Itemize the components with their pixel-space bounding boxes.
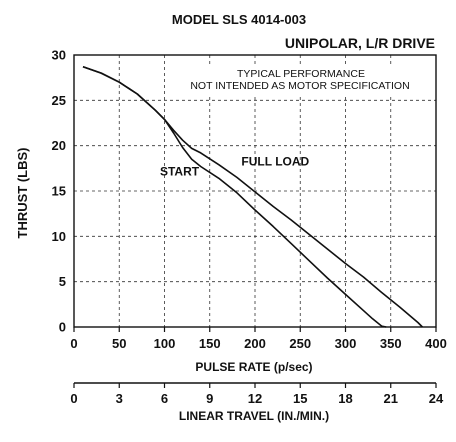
x-tick-label: 200 xyxy=(244,336,266,351)
plot-frame xyxy=(73,54,437,328)
linear-travel-axis: 0 3 6 9 12 15 18 21 24 xyxy=(70,382,444,406)
x-tick-label: 250 xyxy=(289,336,311,351)
axes xyxy=(73,54,437,332)
x-axis-label: PULSE RATE (p/sec) xyxy=(195,360,312,374)
note-line-2: NOT INTENDED AS MOTOR SPECIFICATION xyxy=(190,80,409,92)
y-axis-label: THRUST (LBS) xyxy=(15,148,30,239)
y-tick-label: 20 xyxy=(52,138,66,153)
x-tick-label: 0 xyxy=(70,336,77,351)
y-tick-label: 15 xyxy=(52,184,66,199)
y-tick-label: 25 xyxy=(52,93,66,108)
chart-title: MODEL SLS 4014-003 xyxy=(172,12,306,27)
series-line-start xyxy=(82,66,387,328)
x-tick-label: 100 xyxy=(154,336,176,351)
annotation-full-load: FULL LOAD xyxy=(241,155,309,169)
x2-tick-label: 21 xyxy=(384,391,398,406)
y-tick-label: 0 xyxy=(59,320,66,335)
x2-tick-label: 3 xyxy=(116,391,123,406)
y-tick-label: 5 xyxy=(59,274,66,289)
x2-tick-label: 9 xyxy=(206,391,213,406)
x2-tick-label: 0 xyxy=(70,391,77,406)
x-tick-label: 400 xyxy=(425,336,447,351)
annotation-start: START xyxy=(160,165,200,179)
note-line-1: TYPICAL PERFORMANCE xyxy=(237,68,365,80)
x2-tick-label: 6 xyxy=(161,391,168,406)
y-tick-label: 30 xyxy=(52,48,66,63)
x-tick-label: 350 xyxy=(380,336,402,351)
x2-axis-label: LINEAR TRAVEL (IN./MIN.) xyxy=(179,409,329,423)
chart-subtitle: UNIPOLAR, L/R DRIVE xyxy=(285,35,435,51)
y-tick-label: 10 xyxy=(52,229,66,244)
note-box xyxy=(170,64,426,94)
x2-tick-label: 12 xyxy=(248,391,262,406)
x2-tick-label: 24 xyxy=(429,391,444,406)
x-tick-label: 50 xyxy=(112,336,126,351)
series-line-full-load xyxy=(82,66,423,328)
series-lines xyxy=(82,66,423,328)
x-tick-label: 150 xyxy=(199,336,221,351)
x2-tick-label: 15 xyxy=(293,391,307,406)
x2-tick-label: 18 xyxy=(338,391,352,406)
x-tick-label: 300 xyxy=(335,336,357,351)
